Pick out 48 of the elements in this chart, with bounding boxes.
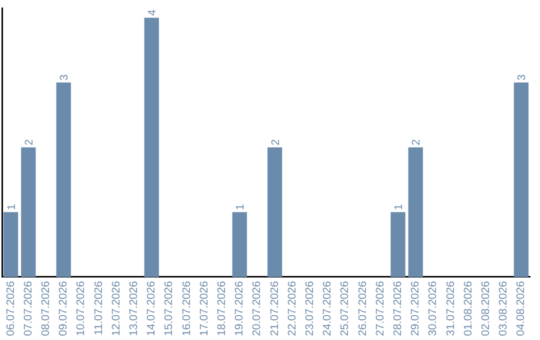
x-tick-label: 18.07.2026 (216, 280, 228, 336)
bar (514, 82, 529, 277)
x-tick-label: 15.07.2026 (163, 280, 176, 336)
x-tick-label: 07.07.2026 (22, 280, 34, 336)
x-tick-label: 22.07.2026 (286, 280, 298, 336)
data-label: 3 (58, 74, 71, 81)
x-tick-label: 27.07.2026 (374, 280, 386, 336)
x-tick-label: 31.07.2026 (444, 280, 457, 336)
x-tick-label: 09.07.2026 (58, 280, 70, 336)
x-tick-label: 24.07.2026 (322, 280, 334, 336)
bar (390, 212, 406, 277)
data-label: 4 (146, 10, 159, 16)
data-label: 1 (234, 204, 247, 210)
x-tick-label: 06.07.2026 (4, 280, 17, 336)
x-tick-label: 21.07.2026 (268, 280, 281, 336)
data-label: 3 (516, 74, 528, 81)
x-tick-label: 04.08.2026 (515, 280, 528, 336)
bar (3, 212, 18, 277)
data-label: 1 (393, 204, 405, 210)
x-tick-label: 13.07.2026 (128, 280, 140, 336)
data-label: 2 (410, 139, 423, 146)
x-tick-label: 23.07.2026 (304, 280, 316, 336)
x-tick-label: 12.07.2026 (110, 280, 122, 336)
bar (21, 147, 36, 277)
x-tick-label: 19.07.2026 (234, 280, 246, 336)
x-tick-label: 25.07.2026 (339, 280, 352, 336)
x-tick-label: 26.07.2026 (356, 280, 369, 336)
x-tick-label: 01.08.2026 (462, 280, 474, 336)
data-label: 2 (23, 139, 36, 146)
x-tick-label: 02.08.2026 (480, 280, 492, 336)
data-label: 2 (270, 139, 282, 146)
bar (408, 147, 423, 277)
x-tick-label: 29.07.2026 (410, 280, 422, 336)
x-tick-label: 08.07.2026 (40, 280, 52, 336)
x-tick-label: 03.08.2026 (498, 280, 510, 336)
bar (232, 212, 247, 277)
x-tick-label: 17.07.2026 (198, 280, 210, 336)
data-label: 1 (6, 204, 18, 210)
bar (267, 147, 282, 277)
x-tick-label: 11.07.2026 (92, 280, 105, 336)
x-tick-label: 28.07.2026 (392, 280, 404, 336)
bar (144, 18, 159, 277)
x-tick-label: 10.07.2026 (75, 280, 88, 336)
x-tick-label: 14.07.2026 (146, 280, 158, 336)
x-tick-label: 16.07.2026 (180, 280, 193, 336)
x-tick-label: 30.07.2026 (427, 280, 440, 336)
x-tick-label: 20.07.2026 (251, 280, 264, 336)
bar (56, 82, 71, 277)
